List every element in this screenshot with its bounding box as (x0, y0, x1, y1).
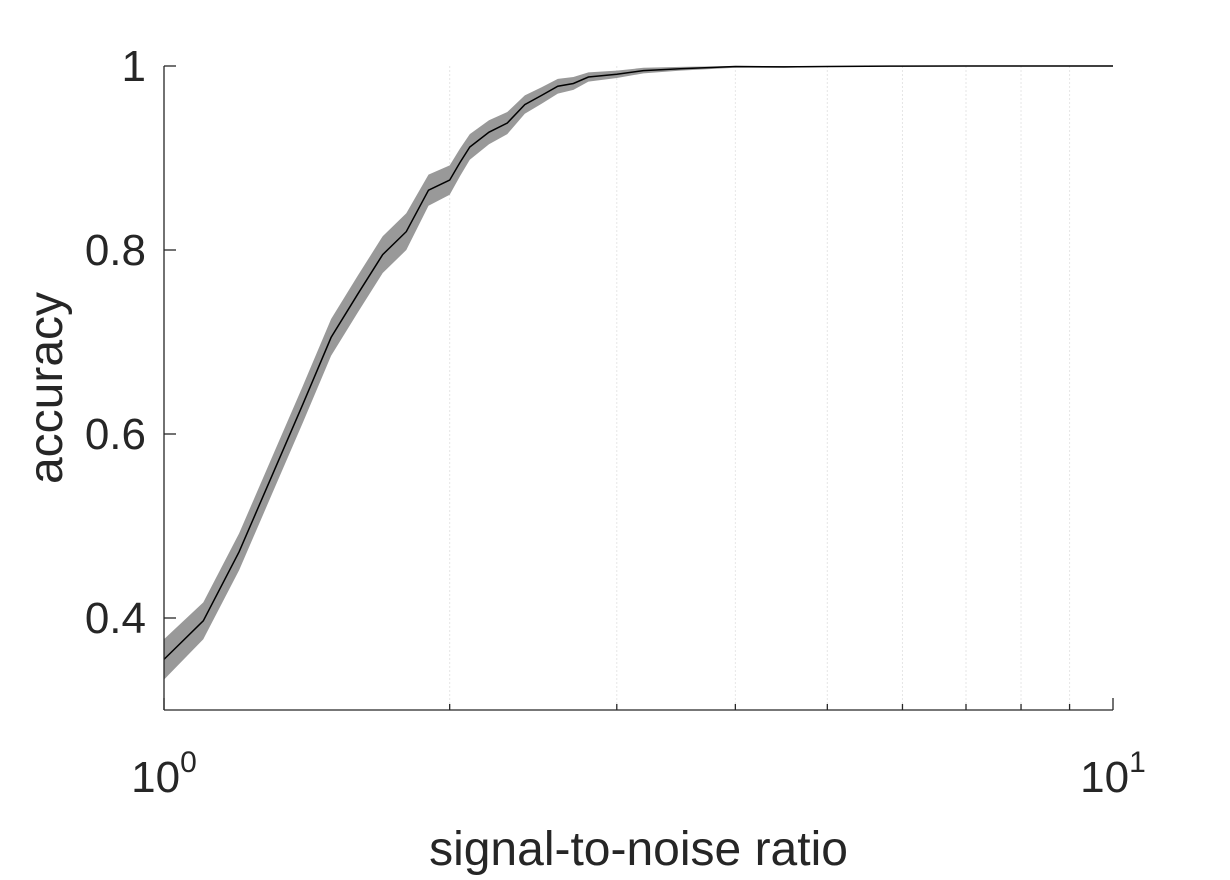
y-tick-label-3: 1 (122, 42, 146, 91)
x-tick-label-0: 100 (131, 746, 197, 802)
x-tick-label-1: 101 (1080, 746, 1146, 802)
ticks: 100 101 0.4 0.6 0.8 1 (85, 42, 1146, 802)
confidence-band (164, 66, 1113, 680)
y-tick-label-0: 0.4 (85, 594, 146, 643)
y-tick-label-2: 0.8 (85, 226, 146, 275)
y-tick-label-1: 0.6 (85, 410, 146, 459)
x-axis-label: signal-to-noise ratio (429, 823, 848, 876)
y-axis-label: accuracy (20, 292, 73, 484)
grid-lines (449, 66, 1071, 710)
axes (163, 66, 1113, 711)
accuracy-line (163, 65, 1113, 660)
